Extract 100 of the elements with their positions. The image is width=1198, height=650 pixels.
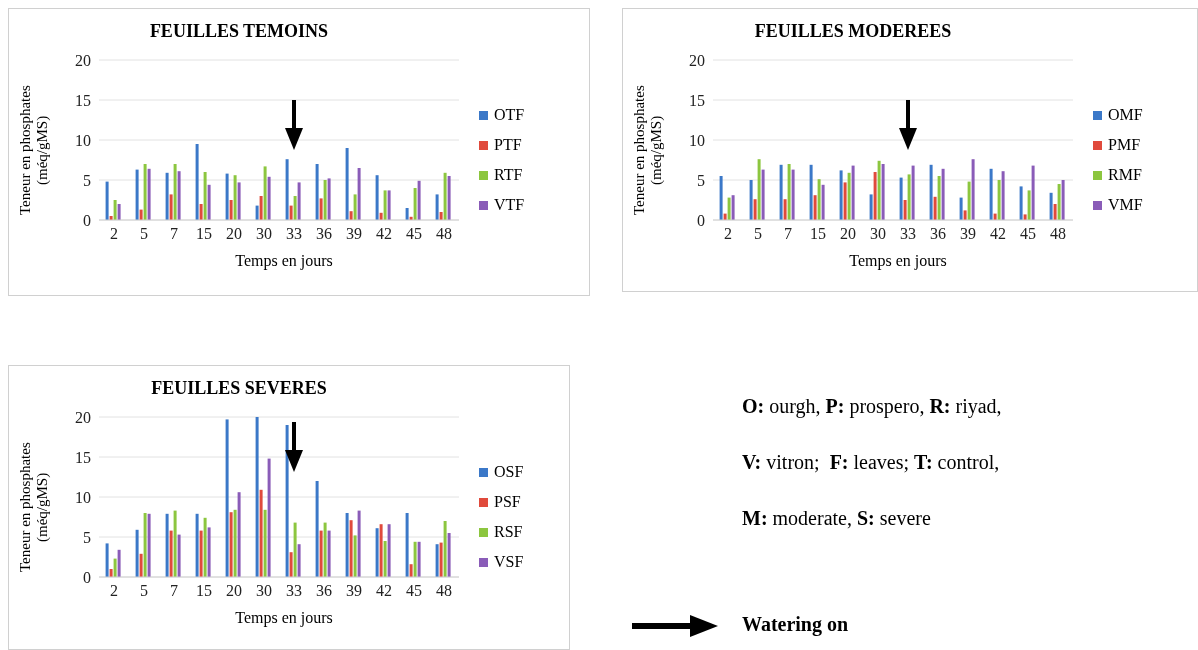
bar bbox=[357, 168, 361, 220]
bar bbox=[315, 164, 319, 220]
bar bbox=[731, 195, 735, 220]
bar bbox=[135, 169, 139, 220]
legend-label: RSF bbox=[494, 523, 523, 541]
bar bbox=[989, 168, 993, 220]
bar bbox=[1049, 192, 1053, 220]
bar bbox=[267, 458, 271, 577]
bar bbox=[289, 205, 293, 220]
bar bbox=[1001, 171, 1005, 220]
x-tick-label: 45 bbox=[1020, 225, 1036, 243]
bar bbox=[143, 513, 147, 577]
bar bbox=[353, 194, 357, 220]
y-tick-label: 5 bbox=[83, 171, 91, 189]
bar bbox=[1053, 204, 1057, 220]
bar bbox=[267, 176, 271, 220]
x-tick-label: 5 bbox=[140, 225, 148, 243]
chart-title: FEUILLES TEMOINS bbox=[148, 21, 330, 42]
bar bbox=[1061, 180, 1065, 220]
bar bbox=[117, 204, 121, 220]
legend-label: PSF bbox=[494, 493, 521, 511]
text: V: vitron; F: leaves; T: control, bbox=[742, 451, 1000, 473]
bar bbox=[877, 160, 881, 220]
legend-label: PMF bbox=[1108, 136, 1141, 154]
x-tick-label: 45 bbox=[406, 225, 422, 243]
bar bbox=[327, 178, 331, 220]
bar bbox=[237, 492, 241, 577]
x-tick-label: 20 bbox=[226, 582, 242, 600]
bar bbox=[207, 184, 211, 220]
bar bbox=[319, 530, 323, 577]
bar bbox=[417, 180, 421, 220]
bar bbox=[315, 481, 319, 577]
bar bbox=[757, 159, 761, 220]
x-tick-label: 36 bbox=[316, 225, 332, 243]
bar bbox=[105, 543, 109, 577]
bar bbox=[293, 522, 297, 577]
bar bbox=[727, 197, 731, 220]
bar bbox=[959, 197, 963, 220]
bar bbox=[117, 549, 121, 577]
bar bbox=[177, 534, 181, 577]
bar bbox=[405, 208, 409, 220]
y-tick-label: 5 bbox=[83, 528, 91, 546]
bar bbox=[447, 533, 451, 577]
bar bbox=[447, 176, 451, 220]
bar bbox=[873, 172, 877, 220]
legend-label: VSF bbox=[494, 553, 524, 571]
text: O: ourgh, P: prospero, R: riyad, bbox=[742, 395, 1002, 417]
x-axis-title: Temps en jours bbox=[234, 609, 334, 627]
x-tick-label: 15 bbox=[810, 225, 826, 243]
x-tick-label: 42 bbox=[376, 225, 392, 243]
bar bbox=[881, 164, 885, 220]
bar bbox=[323, 180, 327, 220]
bar bbox=[375, 175, 379, 220]
bar bbox=[207, 527, 211, 577]
bar bbox=[903, 200, 907, 220]
bar bbox=[409, 564, 413, 577]
y-tick-label: 15 bbox=[75, 91, 91, 109]
x-tick-label: 33 bbox=[900, 225, 916, 243]
legend-label: OMF bbox=[1108, 106, 1143, 124]
x-tick-label: 7 bbox=[170, 225, 178, 243]
bar bbox=[147, 168, 151, 220]
x-tick-label: 36 bbox=[930, 225, 946, 243]
legend-label: RMF bbox=[1108, 166, 1142, 184]
bar bbox=[749, 180, 753, 220]
y-tick-label: 0 bbox=[83, 568, 91, 586]
bar bbox=[383, 190, 387, 220]
x-tick-label: 5 bbox=[140, 582, 148, 600]
x-tick-label: 39 bbox=[346, 582, 362, 600]
x-tick-label: 20 bbox=[226, 225, 242, 243]
legend-label: VTF bbox=[494, 196, 525, 214]
bar bbox=[169, 194, 173, 220]
x-tick-label: 45 bbox=[406, 582, 422, 600]
bar bbox=[779, 164, 783, 220]
bar bbox=[323, 522, 327, 577]
x-tick-label: 36 bbox=[316, 582, 332, 600]
bar bbox=[165, 172, 169, 220]
bar bbox=[169, 530, 173, 577]
bar bbox=[203, 172, 207, 220]
x-tick-label: 20 bbox=[840, 225, 856, 243]
bar bbox=[417, 541, 421, 577]
legend-label: RTF bbox=[494, 166, 523, 184]
x-tick-label: 2 bbox=[110, 225, 118, 243]
x-tick-label: 2 bbox=[110, 582, 118, 600]
x-tick-label: 48 bbox=[436, 225, 452, 243]
bar bbox=[297, 182, 301, 220]
bar bbox=[375, 528, 379, 577]
x-tick-label: 5 bbox=[754, 225, 762, 243]
bar bbox=[255, 205, 259, 220]
y-tick-label: 20 bbox=[75, 51, 91, 69]
x-tick-label: 39 bbox=[960, 225, 976, 243]
y-tick-label: 10 bbox=[689, 131, 705, 149]
bar bbox=[225, 419, 229, 577]
x-tick-label: 7 bbox=[784, 225, 792, 243]
x-tick-label: 15 bbox=[196, 582, 212, 600]
bar bbox=[113, 558, 117, 577]
bar bbox=[195, 513, 199, 577]
bar bbox=[237, 182, 241, 220]
bar bbox=[839, 170, 843, 220]
text: Watering on bbox=[742, 613, 849, 635]
bar bbox=[821, 184, 825, 220]
